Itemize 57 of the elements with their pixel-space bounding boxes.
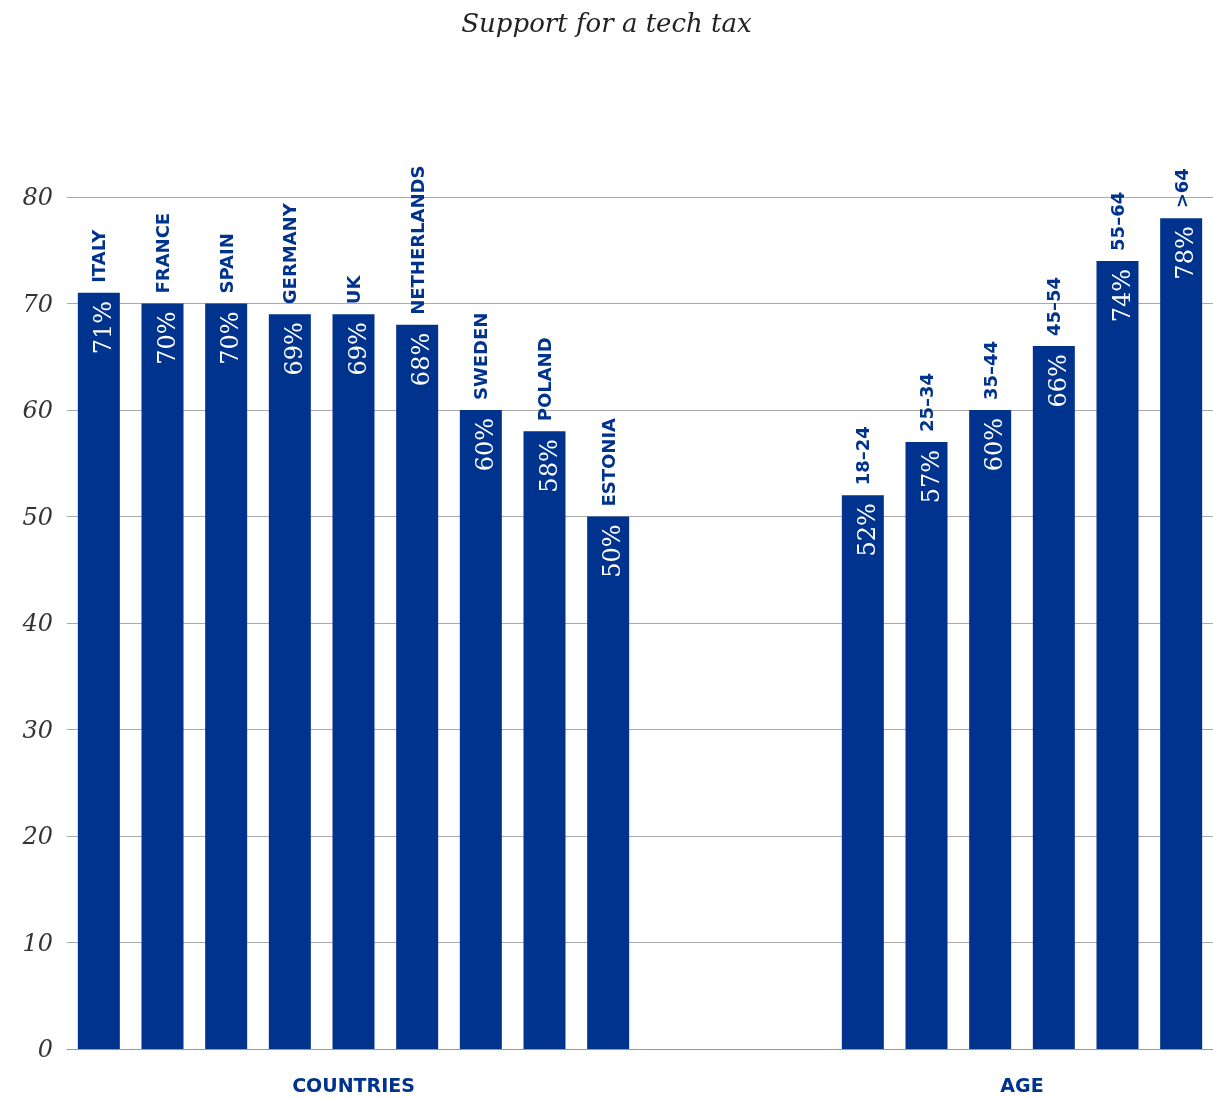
x-tick-label: UK [343,274,364,305]
bar [905,441,948,1049]
bar [841,495,884,1049]
bar [523,431,566,1049]
x-tick-label: 18–24 [852,426,874,486]
bar [396,324,439,1049]
data-label: 66% [1043,354,1072,408]
x-tick-label: ESTONIA [597,417,619,507]
y-tick-label: 70 [22,289,53,318]
x-tick-label: >64 [1170,168,1192,209]
data-label: 70% [152,311,181,365]
y-tick-label: 60 [22,396,53,424]
data-label: 78% [1171,226,1200,280]
x-tick-label: 45–54 [1043,276,1065,337]
x-tick-label: FRANCE [152,212,173,294]
data-label: 74% [1107,268,1136,323]
x-tick-label: 25–34 [916,372,937,432]
bar [1032,346,1075,1049]
x-tick-label: SWEDEN [470,312,492,400]
x-tick-label: 55–64 [1107,191,1128,251]
x-tick-label: GERMANY [279,202,301,305]
bar [332,314,375,1049]
bar [1160,218,1203,1049]
data-label: 70% [216,311,245,365]
data-label: 50% [598,524,627,578]
text: COUNTRIES [292,1073,415,1096]
data-label: 57% [916,449,945,504]
data-label: 69% [279,322,308,376]
bar [1096,260,1139,1049]
data-label: 60% [470,418,499,472]
bar [268,314,311,1049]
x-tick-label: POLAND [534,337,555,422]
data-label: 69% [343,322,372,376]
y-tick-label: 30 [22,715,53,744]
chart-title: Support for a tech tax [461,8,753,38]
data-label: 58% [534,439,563,493]
x-tick-label: SPAIN [215,233,237,294]
bar [587,516,630,1049]
data-label: 52% [852,503,881,557]
y-tick-label: 10 [22,928,53,957]
text: AGE [1000,1073,1044,1096]
data-label: 71% [88,300,117,355]
data-label: 68% [407,332,436,387]
y-tick-label: 50 [22,502,53,531]
x-tick-label: ITALY [88,228,110,283]
x-tick-label: 35–44 [979,340,1001,400]
bar [969,410,1012,1049]
bar [141,303,184,1049]
bar [77,292,120,1049]
y-tick-label: 40 [21,609,53,637]
data-label: 60% [980,418,1009,472]
x-tick-label: NETHERLANDS [406,165,428,315]
y-tick-label: 0 [37,1035,53,1063]
y-tick-label: 80 [22,183,53,211]
y-tick-label: 20 [21,822,53,850]
bar [205,303,248,1049]
bar [459,410,502,1049]
